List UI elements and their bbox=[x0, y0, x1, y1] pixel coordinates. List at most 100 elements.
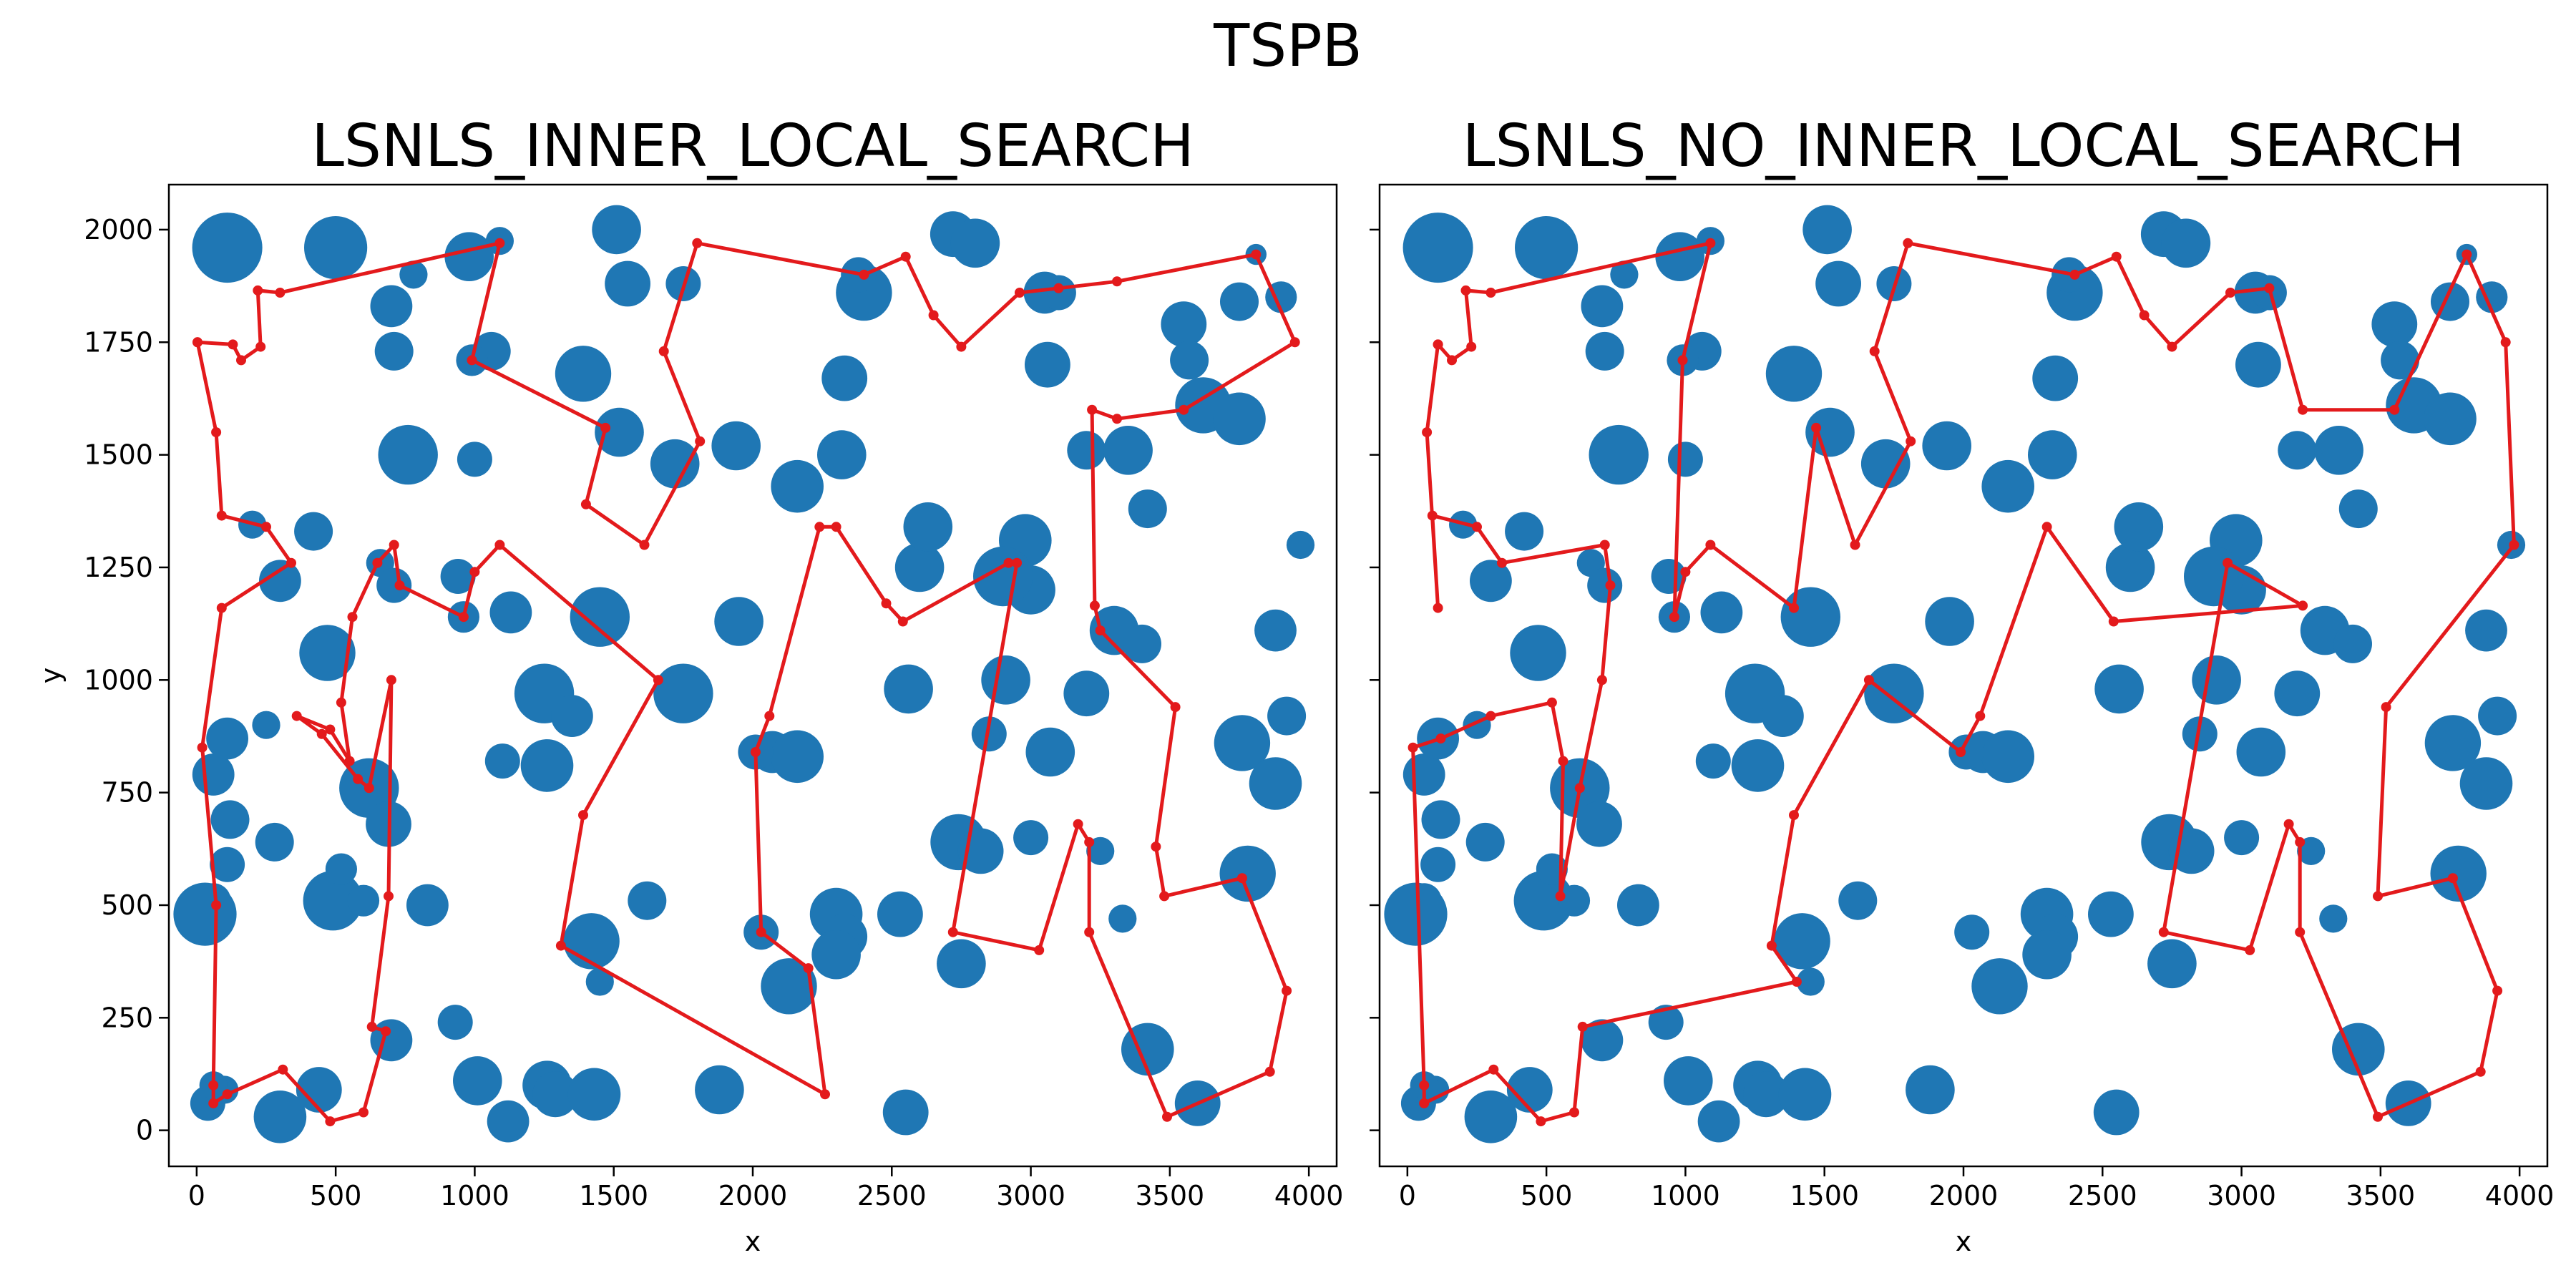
y-tick-label: 0 bbox=[136, 1115, 153, 1146]
node-point bbox=[1815, 260, 1862, 307]
node-point bbox=[1906, 1065, 1955, 1115]
node-point bbox=[555, 346, 612, 402]
route-vertex bbox=[2139, 310, 2150, 321]
route-vertex bbox=[208, 1080, 219, 1091]
x-tick-label: 4000 bbox=[2485, 1180, 2555, 1211]
route-vertex bbox=[1485, 288, 1496, 298]
route-vertex bbox=[197, 742, 208, 753]
route-vertices-layer bbox=[192, 238, 1300, 1127]
node-point bbox=[2022, 930, 2072, 980]
route-vertex bbox=[1435, 733, 1446, 744]
node-point bbox=[950, 218, 1000, 268]
route-vertex bbox=[2223, 557, 2233, 568]
subplot-title: LSNLS_INNER_LOCAL_SEARCH bbox=[311, 112, 1194, 180]
route-vertex bbox=[1472, 522, 1482, 532]
node-point bbox=[374, 331, 414, 371]
route-vertex bbox=[831, 522, 841, 532]
route-vertex bbox=[1605, 580, 1616, 591]
route-vertex bbox=[859, 269, 869, 280]
route-vertex bbox=[750, 747, 761, 757]
route-vertex bbox=[1705, 238, 1716, 248]
node-point bbox=[563, 913, 620, 970]
route-vertex bbox=[1956, 747, 1966, 757]
route-vertex bbox=[2108, 616, 2119, 627]
node-point bbox=[2028, 430, 2077, 479]
route-vertex bbox=[2158, 927, 2169, 937]
route-vertex bbox=[1869, 346, 1880, 356]
node-point bbox=[1515, 216, 1579, 280]
node-point bbox=[378, 424, 438, 485]
node-point bbox=[1617, 884, 1659, 927]
node-point bbox=[1948, 734, 1984, 770]
node-point bbox=[771, 459, 824, 513]
node-point bbox=[2088, 891, 2134, 937]
node-point bbox=[376, 567, 412, 603]
route-vertex bbox=[1170, 702, 1181, 713]
route-vertex bbox=[1084, 836, 1095, 847]
figure-title: TSPB bbox=[1213, 12, 1362, 80]
node-point bbox=[210, 847, 245, 882]
node-point bbox=[817, 430, 867, 479]
route-vertex bbox=[1089, 600, 1100, 611]
node-point bbox=[1667, 441, 1703, 477]
node-point bbox=[2235, 341, 2281, 388]
route-vertex bbox=[253, 285, 263, 296]
route-vertex bbox=[1596, 675, 1607, 686]
node-point bbox=[520, 739, 574, 792]
route-vertex bbox=[1282, 985, 1292, 996]
node-point bbox=[1103, 426, 1153, 475]
node-point bbox=[570, 587, 630, 647]
route-vertices-layer bbox=[1407, 238, 2519, 1127]
node-point bbox=[2478, 696, 2517, 736]
route-vertex bbox=[1162, 1111, 1172, 1122]
route-vertex bbox=[2167, 341, 2177, 352]
node-point bbox=[487, 1100, 530, 1143]
node-point bbox=[592, 205, 641, 255]
route-vertex bbox=[1811, 422, 1822, 433]
node-point bbox=[1585, 331, 1624, 371]
node-point bbox=[1013, 820, 1049, 856]
y-tick-label: 250 bbox=[101, 1002, 153, 1033]
route-vertex bbox=[2381, 702, 2391, 713]
node-point bbox=[2274, 670, 2321, 717]
route-vertex bbox=[1705, 540, 1716, 550]
route-vertex bbox=[1789, 602, 1799, 613]
route-vertex bbox=[764, 711, 775, 721]
route-vertex bbox=[756, 927, 766, 937]
route-vertex bbox=[1574, 783, 1585, 794]
route-vertex bbox=[1433, 339, 1443, 350]
node-point bbox=[2424, 715, 2482, 771]
node-point bbox=[2338, 489, 2378, 529]
node-point bbox=[1805, 407, 1855, 457]
route-vertex bbox=[192, 337, 203, 348]
route-vertex bbox=[928, 310, 939, 321]
route-vertex bbox=[1159, 891, 1170, 902]
route-vertex bbox=[286, 557, 296, 568]
node-point bbox=[1286, 530, 1315, 560]
node-point bbox=[1796, 967, 1825, 996]
panel-no-inner-local-search: 0 500 1000 1500 2000 2500 3000 3500 4000 LSNLS_NO… bbox=[1370, 112, 2555, 1257]
route-vertex bbox=[1087, 404, 1098, 415]
y-axis-label: y bbox=[35, 668, 67, 684]
node-point bbox=[821, 355, 868, 401]
route-vertex bbox=[211, 427, 222, 438]
route-vertex bbox=[814, 522, 825, 532]
route-vertex bbox=[1034, 945, 1045, 955]
node-point bbox=[206, 717, 248, 760]
node-point bbox=[1581, 1019, 1624, 1062]
route-vertex bbox=[2373, 891, 2383, 902]
node-point bbox=[1655, 232, 1704, 282]
route-vertex bbox=[208, 1098, 219, 1108]
node-point bbox=[2184, 546, 2244, 607]
node-point bbox=[192, 213, 263, 283]
route-vertex bbox=[2041, 522, 2052, 532]
node-point bbox=[1510, 625, 1566, 681]
node-point bbox=[1384, 882, 1448, 946]
route-vertex bbox=[372, 557, 383, 568]
x-tick-label: 1500 bbox=[1790, 1180, 1859, 1211]
x-tick-label: 3000 bbox=[996, 1180, 1065, 1211]
node-point bbox=[1506, 1067, 1553, 1113]
node-point bbox=[1838, 881, 1878, 920]
node-point bbox=[406, 884, 449, 927]
route-vertex bbox=[1179, 404, 1189, 415]
